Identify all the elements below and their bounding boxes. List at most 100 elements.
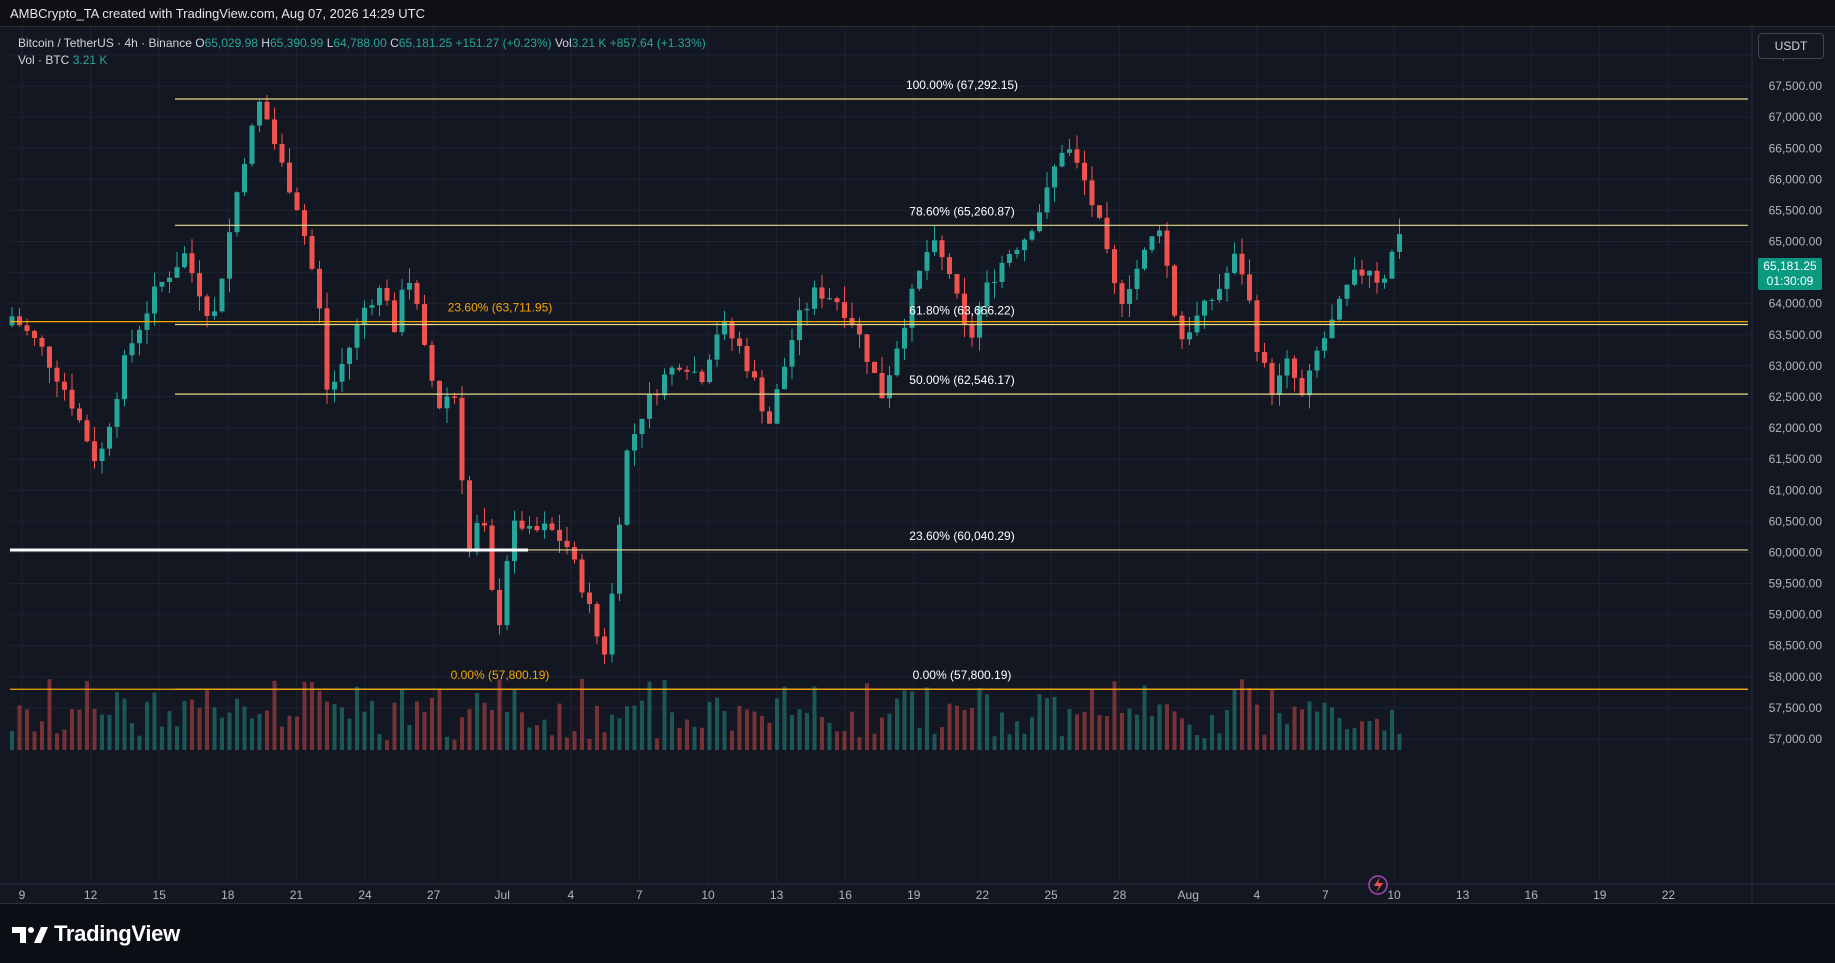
- tradingview-logo[interactable]: TradingView: [12, 921, 180, 947]
- price-chart[interactable]: 100.00% (67,292.15) 78.60% (65,260.87) 61.…: [0, 27, 1835, 905]
- candle-body: [714, 334, 720, 360]
- candle-body: [1292, 358, 1297, 378]
- chart-panel[interactable]: 100.00% (67,292.15) 78.60% (65,260.87) 61.…: [0, 26, 1835, 905]
- volume-bar: [197, 707, 202, 750]
- volume-bar: [47, 679, 52, 750]
- volume-bar: [295, 716, 299, 750]
- candle-body: [347, 347, 352, 364]
- y-tick-label: 60,500.00: [1769, 514, 1823, 528]
- footer: TradingView: [0, 904, 1835, 963]
- volume-bar: [1037, 694, 1042, 750]
- volume-bar: [1375, 718, 1379, 750]
- candle-body: [77, 408, 82, 421]
- candle-body: [174, 267, 180, 278]
- volume-bar: [122, 698, 127, 750]
- volume-bar: [205, 690, 209, 750]
- volume-bar: [1112, 681, 1117, 750]
- tradingview-logo-icon: [12, 927, 48, 944]
- x-tick-label: 28: [1113, 888, 1127, 902]
- symbol-name[interactable]: Bitcoin / TetherUS · 4h · Binance: [18, 36, 192, 50]
- candle-body: [152, 286, 157, 314]
- candle-body: [932, 240, 937, 253]
- candle-body: [834, 298, 840, 303]
- volume-bar: [77, 709, 82, 750]
- event-marker-icon[interactable]: [1368, 875, 1388, 895]
- fib-label: 0.00% (57,800.19): [913, 668, 1012, 682]
- volume-bar: [1030, 717, 1034, 750]
- volume-bar: [85, 680, 89, 750]
- fib-label: 50.00% (62,546.17): [909, 373, 1014, 387]
- candle-body: [1022, 239, 1027, 251]
- candle-body: [62, 381, 67, 390]
- volume-bar: [827, 722, 832, 750]
- volume-bar: [730, 730, 734, 750]
- volume-series-label[interactable]: Vol · BTC: [18, 53, 70, 67]
- volume-bar: [610, 714, 614, 750]
- volume-bar: [467, 709, 472, 750]
- candle-body: [677, 367, 682, 370]
- volume-bar: [160, 726, 164, 750]
- x-tick-label: 27: [427, 888, 441, 902]
- volume-bar: [940, 727, 944, 750]
- volume-bar: [1315, 711, 1319, 750]
- candle-body: [384, 288, 390, 301]
- y-tick-label: 66,000.00: [1769, 172, 1823, 186]
- volume-bar: [565, 737, 569, 750]
- candle-body: [1217, 288, 1222, 300]
- volume-bar: [1285, 724, 1289, 750]
- y-tick-label: 63,500.00: [1769, 328, 1823, 342]
- x-tick-label: 16: [839, 888, 853, 902]
- candle-body: [1164, 230, 1170, 266]
- x-tick-label: 22: [976, 888, 990, 902]
- candle-body: [369, 305, 375, 308]
- volume-bar: [745, 709, 749, 750]
- volume-bar: [1045, 698, 1049, 750]
- volume-bar: [632, 705, 637, 750]
- candle-body: [1337, 298, 1342, 320]
- change-value: +151.27 (+0.23%): [455, 36, 552, 50]
- volume-bar: [820, 717, 824, 750]
- volume-bar: [130, 723, 134, 750]
- volume-bar: [1090, 689, 1094, 750]
- volume-bar: [1360, 721, 1364, 750]
- candle-body: [1277, 375, 1282, 395]
- volume-bar: [190, 699, 194, 750]
- volume-bars: [10, 678, 1402, 750]
- volume-bar: [10, 731, 14, 750]
- volume-bar: [460, 717, 464, 750]
- candle-body: [234, 192, 240, 233]
- volume-bar: [332, 703, 337, 750]
- volume-bar: [1127, 708, 1132, 750]
- volume-bar: [482, 702, 487, 750]
- volume-bar: [962, 710, 967, 750]
- candle-body: [414, 283, 420, 305]
- candle-body: [1209, 299, 1215, 301]
- volume-bar: [1000, 712, 1004, 750]
- candle-body: [1007, 253, 1012, 263]
- candle-body: [699, 371, 705, 383]
- candle-body: [392, 300, 397, 333]
- candle-body: [902, 327, 907, 349]
- candle-body: [1014, 250, 1020, 254]
- volume-bar: [782, 686, 787, 750]
- volume-bar: [257, 714, 262, 750]
- volume-bar: [1262, 734, 1267, 750]
- candle-body: [752, 371, 757, 378]
- candle-body: [632, 434, 637, 451]
- volume-bar: [1352, 728, 1357, 750]
- volume-bar: [310, 682, 314, 750]
- volume-bar: [1052, 696, 1057, 750]
- y-tick-label: 67,000.00: [1769, 110, 1823, 124]
- candle-body: [662, 374, 667, 396]
- x-tick-label: 25: [1044, 888, 1058, 902]
- candle-body: [467, 480, 472, 552]
- candle-body: [54, 367, 60, 382]
- volume-bar: [1397, 733, 1402, 750]
- volume-bar: [1067, 709, 1072, 750]
- y-tick-label: 57,500.00: [1769, 701, 1823, 715]
- currency-selector[interactable]: USDT: [1758, 33, 1824, 59]
- volume-bar: [655, 738, 659, 750]
- candle-body: [264, 101, 270, 120]
- fib-label: 100.00% (67,292.15): [906, 78, 1018, 92]
- volume-change: +857.64 (+1.33%): [609, 36, 706, 50]
